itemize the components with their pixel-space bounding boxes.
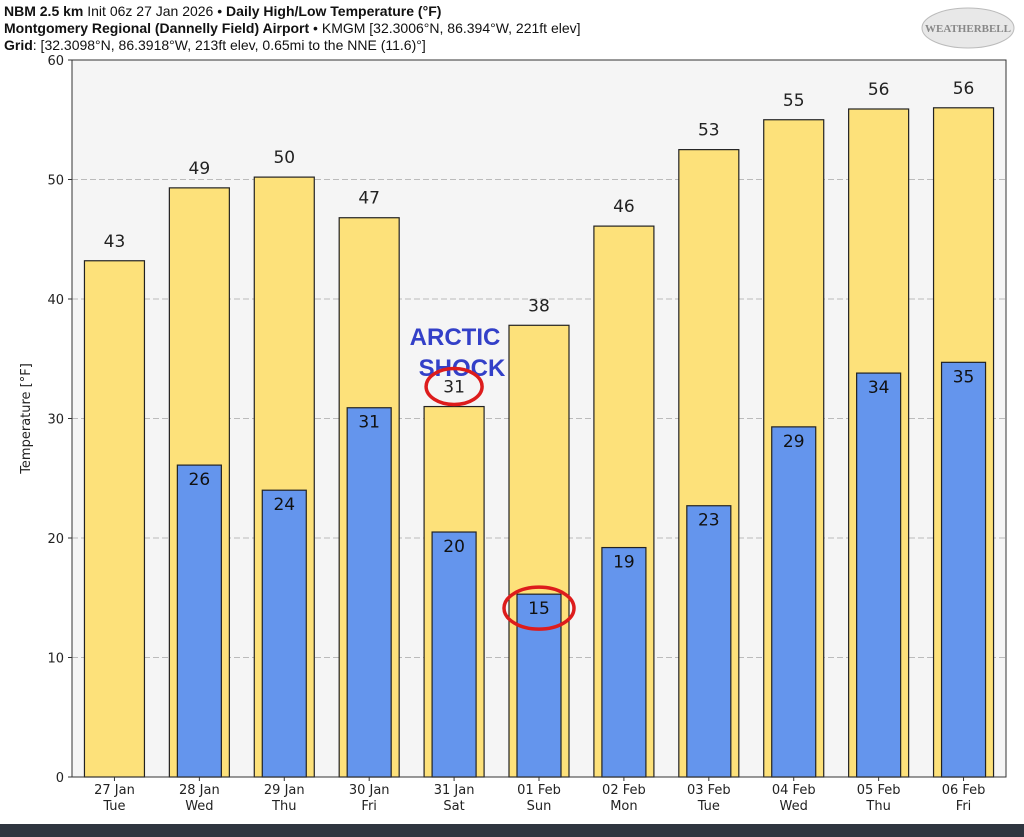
low-label: 24 <box>273 495 295 515</box>
x-tick-label-day: Mon <box>610 799 637 814</box>
highlight-circle <box>424 366 484 407</box>
x-tick-label-date: 29 Jan <box>264 783 305 798</box>
low-bar <box>686 505 732 778</box>
low-bar <box>856 372 902 778</box>
annotation-arctic: ARCTIC <box>410 324 501 351</box>
weatherbell-logo: WEATHERBELL <box>921 7 1015 49</box>
high-label: 38 <box>528 296 550 316</box>
header-line-2: Montgomery Regional (Dannelly Field) Air… <box>4 20 581 36</box>
low-bar <box>771 426 817 778</box>
x-tick-label-date: 04 Feb <box>772 783 816 798</box>
x-tick-label-date: 30 Jan <box>349 783 390 798</box>
plot-frame <box>71 59 1007 778</box>
y-tick-label: 50 <box>47 174 64 189</box>
y-tick-label: 10 <box>47 652 64 667</box>
high-label: 50 <box>273 148 295 168</box>
x-tick-label-day: Sat <box>443 799 464 814</box>
header-line-1: NBM 2.5 km Init 06z 27 Jan 2026 • Daily … <box>4 3 442 19</box>
x-tick-label-date: 31 Jan <box>434 783 475 798</box>
low-bar <box>516 593 562 778</box>
y-axis-label: Temperature [°F] <box>19 363 34 475</box>
bottom-bar <box>0 824 1024 837</box>
y-tick-label: 40 <box>47 293 64 308</box>
high-label: 56 <box>868 80 890 100</box>
low-label: 15 <box>528 599 550 619</box>
x-tick-label-day: Fri <box>956 799 972 814</box>
low-label: 26 <box>189 470 211 490</box>
svg-text:WEATHERBELL: WEATHERBELL <box>925 23 1011 35</box>
high-label: 31 <box>443 378 465 398</box>
y-tick-label: 20 <box>47 532 64 547</box>
low-label: 19 <box>613 553 635 573</box>
high-bar <box>83 260 146 778</box>
high-label: 49 <box>189 159 211 179</box>
x-tick-label-day: Thu <box>271 799 296 814</box>
high-label: 53 <box>698 121 720 141</box>
x-tick-label-date: 03 Feb <box>687 783 731 798</box>
high-label: 47 <box>358 189 380 209</box>
x-tick-label-day: Tue <box>102 799 125 814</box>
low-bar <box>601 546 647 778</box>
x-tick-label-day: Tue <box>697 799 720 814</box>
x-tick-label-date: 28 Jan <box>179 783 220 798</box>
x-tick-label-date: 27 Jan <box>94 783 135 798</box>
x-tick-label-date: 01 Feb <box>517 783 561 798</box>
high-label: 56 <box>953 79 975 99</box>
x-tick-label-day: Wed <box>780 799 808 814</box>
low-label: 23 <box>698 511 720 531</box>
x-tick-label-day: Sun <box>527 799 552 814</box>
low-label: 29 <box>783 432 805 452</box>
highlight-circle <box>502 585 576 631</box>
y-tick-label: 30 <box>47 413 64 428</box>
header-line-3: Grid: [32.3098°N, 86.3918°W, 213ft elev,… <box>4 37 426 53</box>
low-label: 35 <box>953 367 975 387</box>
x-tick-label-date: 02 Feb <box>602 783 646 798</box>
x-tick-label-date: 05 Feb <box>857 783 901 798</box>
low-bar <box>176 464 222 778</box>
x-tick-label-day: Thu <box>865 799 890 814</box>
low-bar <box>940 361 987 778</box>
y-tick-label: 60 <box>47 54 64 69</box>
low-bar <box>261 489 307 778</box>
low-label: 20 <box>443 537 465 557</box>
low-label: 34 <box>868 378 890 398</box>
x-tick-label-date: 06 Feb <box>942 783 986 798</box>
x-tick-label-day: Fri <box>361 799 377 814</box>
y-tick-label: 0 <box>56 771 64 786</box>
low-bar <box>346 407 392 778</box>
x-tick-label-day: Wed <box>185 799 213 814</box>
high-label: 55 <box>783 91 805 111</box>
low-label: 31 <box>358 413 380 433</box>
high-label: 43 <box>104 232 126 252</box>
high-label: 46 <box>613 197 635 217</box>
low-bar <box>431 531 477 778</box>
